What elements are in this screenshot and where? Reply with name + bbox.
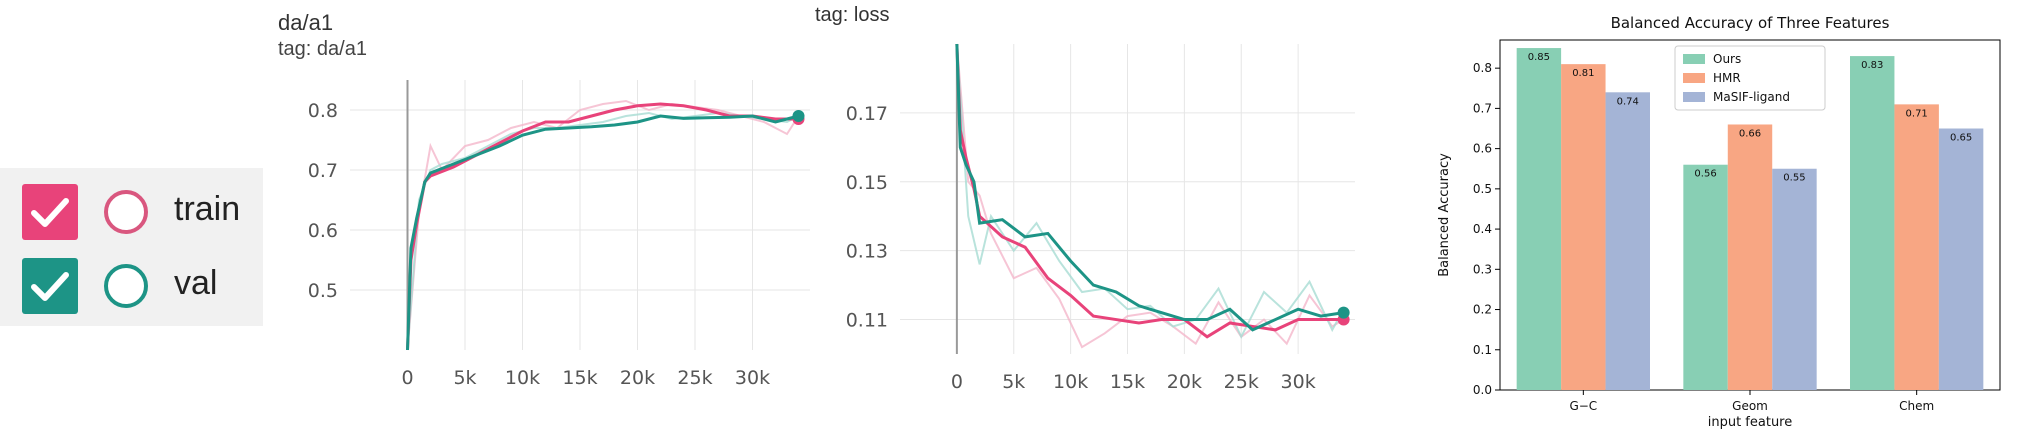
chart3-legend-swatch: [1683, 92, 1705, 102]
chart3-bar-hmr-2: [1894, 104, 1939, 391]
chart2-x-tick-label: 20k: [1167, 371, 1202, 393]
chart1-raw-line: [406, 111, 799, 351]
chart3-legend-label: MaSIF-ligand: [1713, 90, 1790, 104]
chart2-x-tick-label: 25k: [1224, 371, 1259, 393]
chart3-legend-swatch: [1683, 54, 1705, 64]
chart1-y-tick-label: 0.8: [308, 100, 338, 122]
chart3-y-tick-label: 0.3: [1473, 262, 1492, 276]
chart3-y-tick-label: 0.8: [1473, 61, 1492, 75]
chart3-data-label: 0.65: [1950, 133, 1972, 144]
chart1-x-tick-label: 15k: [562, 367, 597, 389]
check-icon: [31, 272, 69, 301]
legend-label-train: train: [174, 190, 241, 228]
legend-row-val[interactable]: val: [22, 256, 262, 316]
chart3-bar-ours-1: [1683, 164, 1728, 390]
chart1-raw-line: [406, 99, 800, 351]
chart2-x-tick-label: 0: [951, 371, 963, 393]
chart2-y-tick-label: 0.13: [846, 241, 888, 263]
chart3-y-tick-label: 0.7: [1473, 101, 1492, 115]
chart2-series-val: [955, 43, 1344, 332]
val-checkbox[interactable]: [22, 258, 78, 314]
chart3-data-label: 0.85: [1528, 52, 1550, 63]
chart3-y-label: Balanced Accuracy: [1437, 153, 1452, 277]
train-checkbox[interactable]: [22, 184, 78, 240]
chart1-x-tick-label: 10k: [505, 367, 540, 389]
chart3-y-tick-label: 0.1: [1473, 343, 1492, 357]
chart3-x-tick-label: Geom: [1732, 399, 1768, 413]
chart2-x-tick-label: 15k: [1110, 371, 1145, 393]
chart2-raw-line: [955, 43, 1345, 349]
chart3-bar-ours-0: [1516, 48, 1562, 390]
chart3-legend-swatch: [1683, 73, 1705, 83]
chart3-bar-hmr-1: [1727, 124, 1773, 390]
chart3-y-tick-label: 0.2: [1473, 303, 1492, 317]
chart1-x-tick-label: 5k: [453, 367, 476, 389]
chart3-bar-masif-ligand-2: [1938, 128, 1984, 391]
train-radio-circle[interactable]: [104, 190, 148, 234]
chart1-series-train: [406, 102, 799, 351]
chart2-raw-line: [955, 43, 1345, 340]
loss-line-chart: 0.11 0.13 0.15 0.17 0 5k 10k 15k 20k 25k 30k: [846, 43, 1355, 393]
chart3-y-tick-label: 0.6: [1473, 142, 1492, 156]
chart3-data-label: 0.81: [1572, 68, 1594, 79]
chart1-y-tick-label: 0.5: [308, 280, 338, 302]
chart2-series-train: [955, 43, 1344, 339]
chart1-x-tick-label: 0: [401, 367, 413, 389]
chart1-title: da/a1: [278, 10, 334, 35]
chart3-bar-ours-2: [1850, 56, 1895, 391]
chart2-y-tick-label: 0.15: [846, 172, 888, 194]
chart3-x-tick-label: G−C: [1569, 399, 1597, 413]
chart1-x-tick-label: 30k: [735, 367, 770, 389]
chart3-legend-label: HMR: [1713, 71, 1741, 85]
chart3-bar-hmr-0: [1561, 64, 1606, 390]
chart3-data-label: 0.56: [1694, 169, 1716, 180]
chart3-data-label: 0.71: [1906, 108, 1928, 119]
chart2-title: tag: loss: [815, 4, 890, 26]
legend-label-val: val: [174, 264, 218, 302]
chart3-bar-masif-ligand-1: [1772, 168, 1817, 390]
val-radio-circle[interactable]: [104, 264, 148, 308]
chart2-x-tick-label: 10k: [1053, 371, 1088, 393]
chart1-subtitle: tag: da/a1: [278, 38, 367, 60]
chart1-series-val: [406, 114, 799, 351]
chart3-legend-box: [1674, 45, 1826, 111]
chart3-data-label: 0.74: [1617, 96, 1639, 107]
chart3-data-label: 0.55: [1783, 173, 1805, 184]
legend-row-train[interactable]: train: [22, 182, 262, 242]
chart2-endpoint-val: [1337, 306, 1350, 319]
chart3-legend-label: Ours: [1713, 52, 1741, 66]
accuracy-line-chart: 0.5 0.6 0.7 0.8 0 5k 10k 15k 20k 25k 30k: [308, 80, 810, 389]
balanced-accuracy-bar-chart: Balanced Accuracy of Three Features 0.0 0.…: [1437, 14, 2001, 430]
chart3-bar-masif-ligand-0: [1605, 92, 1650, 390]
chart3-data-label: 0.66: [1739, 128, 1761, 139]
chart3-x-tick-label: Chem: [1899, 399, 1934, 413]
chart2-x-tick-label: 30k: [1281, 371, 1316, 393]
chart1-x-tick-label: 25k: [677, 367, 712, 389]
chart2-y-tick-label: 0.17: [846, 103, 888, 125]
chart3-y-tick-label: 0.4: [1473, 222, 1492, 236]
chart3-y-tick-label: 0.5: [1473, 182, 1492, 196]
chart3-data-label: 0.83: [1861, 60, 1883, 71]
chart1-y-tick-label: 0.6: [308, 220, 338, 242]
chart3-y-tick-label: 0.0: [1473, 383, 1492, 397]
chart1-y-tick-label: 0.7: [308, 160, 338, 182]
check-icon: [31, 198, 69, 227]
chart3-title: Balanced Accuracy of Three Features: [1611, 14, 1890, 32]
chart1-endpoint-val: [792, 110, 805, 122]
chart3-x-label: input feature: [1708, 415, 1793, 430]
run-legend-panel: train val: [0, 168, 263, 326]
chart2-y-tick-label: 0.11: [846, 310, 888, 332]
chart2-x-tick-label: 5k: [1002, 371, 1025, 393]
chart1-x-tick-label: 20k: [620, 367, 655, 389]
